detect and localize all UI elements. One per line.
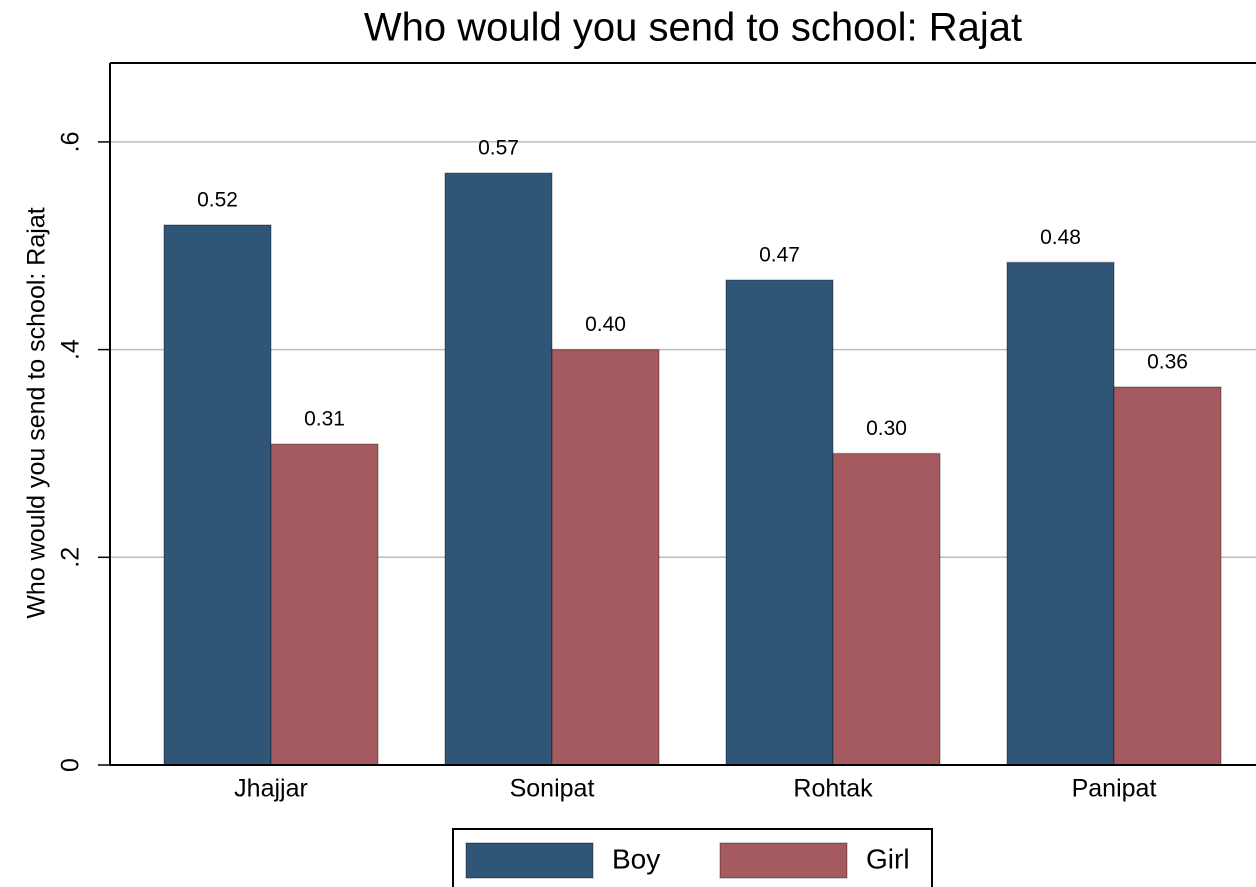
value-label: 0.52 xyxy=(197,189,238,212)
legend-label: Boy xyxy=(612,843,660,874)
value-label: 0.31 xyxy=(304,408,345,431)
bar xyxy=(163,224,272,766)
y-tick-label: .2 xyxy=(57,547,85,568)
y-tick-label: .6 xyxy=(57,131,85,152)
x-tick-label: Rohtak xyxy=(793,775,873,803)
legend-label: Girl xyxy=(866,843,910,874)
y-axis-title: Who would you send to school: Rajat xyxy=(23,207,51,618)
bar xyxy=(1006,261,1115,766)
legend-swatch xyxy=(719,842,848,879)
bar xyxy=(270,443,379,766)
bar xyxy=(444,172,553,766)
x-tick-label: Panipat xyxy=(1072,775,1157,803)
bar xyxy=(1113,386,1222,766)
value-label: 0.47 xyxy=(759,244,800,267)
y-tick-label: .4 xyxy=(57,339,85,360)
chart-title: Who would you send to school: Rajat xyxy=(364,6,1022,50)
x-tick-label: Sonipat xyxy=(510,775,595,803)
value-label: 0.57 xyxy=(478,137,519,160)
y-tick-label: 0 xyxy=(57,758,85,772)
value-label: 0.48 xyxy=(1040,226,1081,249)
value-label: 0.40 xyxy=(585,313,626,336)
value-label: 0.36 xyxy=(1147,351,1188,374)
bar xyxy=(551,348,660,766)
bar xyxy=(832,452,941,766)
bar xyxy=(725,279,834,766)
value-label: 0.30 xyxy=(866,417,907,440)
x-tick-label: Jhajjar xyxy=(234,775,308,803)
legend-swatch xyxy=(465,842,594,879)
